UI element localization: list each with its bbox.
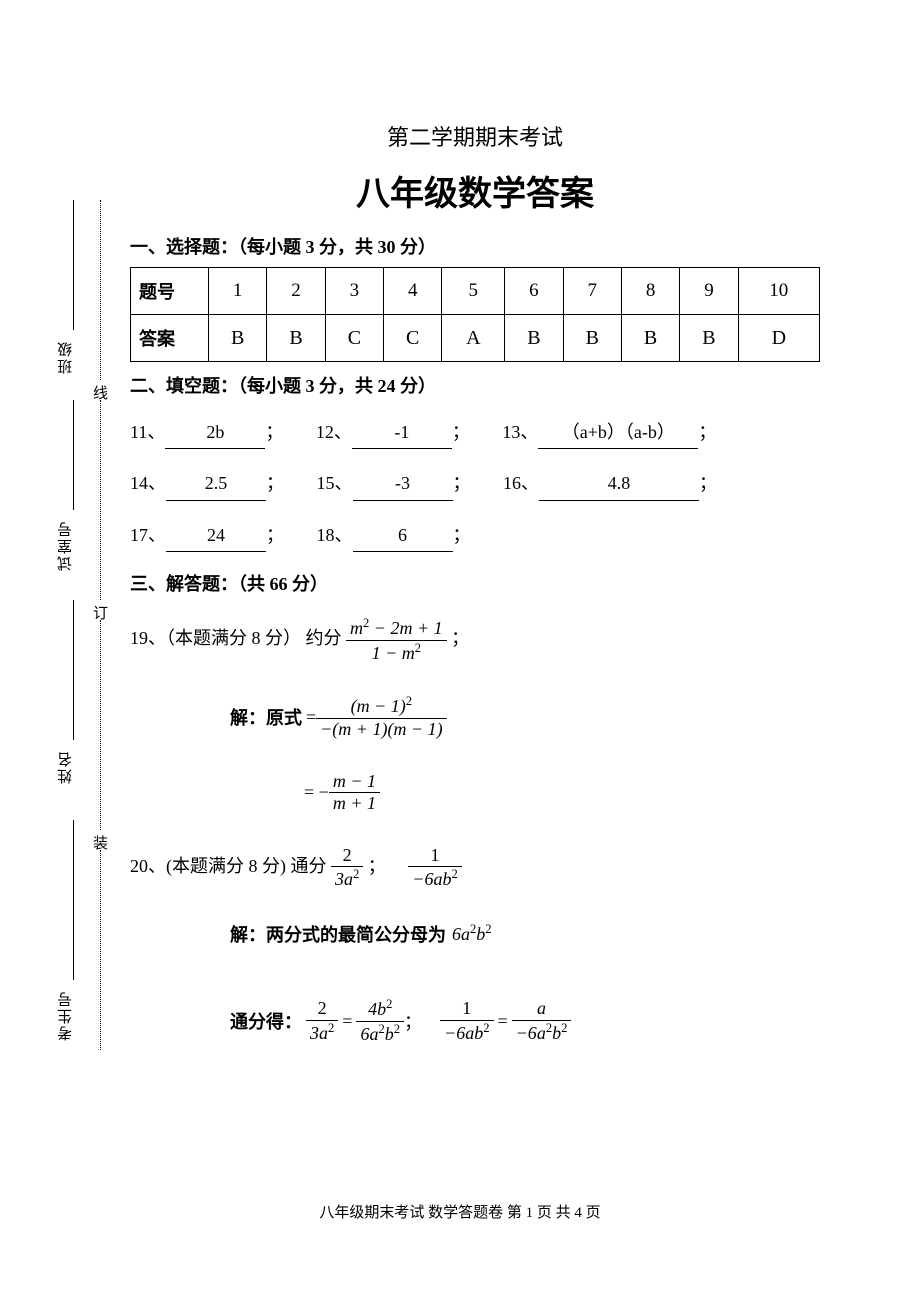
row-label: 答案 [131,315,209,362]
fill-answer: （a+b）（a-b） [538,416,698,449]
answer-cell: B [680,315,738,362]
fill-row: 14、2.5； 15、-3； 16、4.8； [130,467,820,500]
fill-item: 15、-3； [317,467,471,500]
q20-lcd: 解：两分式的最简公分母为 6a2b2 [230,921,820,947]
qnum: 2 [267,268,325,315]
answer-cell: A [442,315,505,362]
q19-statement: 19、（本题满分 8 分） 约分 m2 − 2m + 1 1 − m2 ； [130,616,820,664]
row-label: 题号 [131,268,209,315]
fill-row: 17、24； 18、6； [130,519,820,552]
section1-heading: 一、选择题：（每小题 3 分，共 30 分） [130,233,820,259]
qnum: 4 [384,268,442,315]
exam-subtitle: 第二学期期末考试 [130,120,820,152]
qnum: 8 [621,268,679,315]
qnum: 1 [209,268,267,315]
fill-item: 18、6； [317,519,471,552]
answer-cell: B [505,315,563,362]
page-footer: 八年级期末考试 数学答题卷 第 1 页 共 4 页 [0,1201,920,1222]
fill-row: 11、2b； 12、-1； 13、（a+b）（a-b）； [130,416,820,449]
q20-frac2: 1 −6ab2 [408,845,461,891]
section2-heading: 二、填空题：（每小题 3 分，共 24 分） [130,372,820,398]
fill-answer: -3 [353,467,453,500]
table-row: 答案 B B C C A B B B B D [131,315,820,362]
main-title: 八年级数学答案 [130,166,820,215]
fill-item: 12、-1； [316,416,470,449]
q19-solution: 解：原式 = (m − 1)2 −(m + 1)(m − 1) = − m − … [230,694,820,814]
fill-answer: 4.8 [539,467,699,500]
fill-answer: 2b [165,416,265,449]
fill-item: 17、24； [130,519,284,552]
fill-item: 11、2b； [130,416,283,449]
section3-heading: 三、解答题：（共 66 分） [130,570,820,596]
q20-statement: 20、(本题满分 8 分) 通分 2 3a2 ； 1 −6ab2 [130,845,820,891]
fill-answer: 6 [353,519,453,552]
qnum: 6 [505,268,563,315]
fill-item: 13、（a+b）（a-b）； [502,416,716,449]
table-row: 题号 1 2 3 4 5 6 7 8 9 10 [131,268,820,315]
qnum: 3 [325,268,383,315]
fill-answer: 24 [166,519,266,552]
answer-cell: C [384,315,442,362]
qnum: 9 [680,268,738,315]
answer-cell: C [325,315,383,362]
answer-cell: D [738,315,819,362]
fill-answer: -1 [352,416,452,449]
fill-answer: 2.5 [166,467,266,500]
answer-cell: B [209,315,267,362]
q19-fraction: m2 − 2m + 1 1 − m2 [346,616,447,664]
qnum: 10 [738,268,819,315]
answer-cell: B [621,315,679,362]
mc-answer-table: 题号 1 2 3 4 5 6 7 8 9 10 答案 B B C C A B B… [130,267,820,362]
fill-item: 14、2.5； [130,467,284,500]
answer-cell: B [267,315,325,362]
qnum: 7 [563,268,621,315]
q19-step1: 解：原式 = (m − 1)2 −(m + 1)(m − 1) [230,694,820,740]
fill-item: 16、4.8； [503,467,717,500]
answer-cell: B [563,315,621,362]
q19-step2: = − m − 1 m + 1 [304,771,820,815]
q20-solution: 解：两分式的最简公分母为 6a2b2 通分得： 2 3a2 = 4b2 6a2b… [230,921,820,1045]
qnum: 5 [442,268,505,315]
q20-result: 通分得： 2 3a2 = 4b2 6a2b2 ； 1 −6ab2 = a −6a… [230,997,820,1045]
page-content: 第二学期期末考试 八年级数学答案 一、选择题：（每小题 3 分，共 30 分） … [0,0,920,1045]
q20-frac1: 2 3a2 [331,845,363,891]
